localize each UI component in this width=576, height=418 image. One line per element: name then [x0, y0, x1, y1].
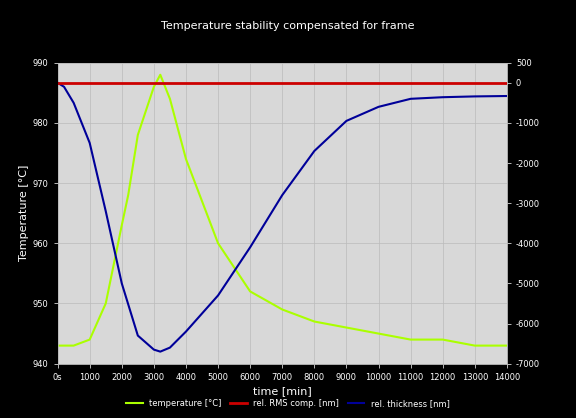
temperature [°C] — [439, 337, 446, 342]
rel. thickness [nm] — [103, 209, 109, 214]
rel. thickness [nm] — [247, 245, 253, 250]
temperature [°C] — [125, 193, 132, 198]
rel. thickness [nm] — [70, 100, 77, 105]
temperature [°C] — [407, 337, 414, 342]
temperature [°C] — [279, 307, 286, 312]
temperature [°C] — [157, 72, 164, 77]
rel. thickness [nm] — [183, 329, 190, 334]
rel. thickness [nm] — [215, 293, 222, 298]
temperature [°C] — [375, 331, 382, 336]
Text: Temperature stability compensated for frame: Temperature stability compensated for fr… — [161, 21, 415, 31]
temperature [°C] — [343, 325, 350, 330]
X-axis label: time [min]: time [min] — [253, 386, 312, 396]
temperature [°C] — [166, 96, 173, 101]
temperature [°C] — [54, 343, 61, 348]
rel. thickness [nm] — [279, 193, 286, 198]
temperature [°C] — [70, 343, 77, 348]
rel. thickness [nm] — [60, 84, 67, 89]
rel. thickness [nm] — [311, 148, 318, 153]
rel. thickness [nm] — [166, 345, 173, 350]
rel. thickness [nm] — [343, 118, 350, 123]
temperature [°C] — [215, 241, 222, 246]
rel. thickness [nm] — [86, 140, 93, 145]
temperature [°C] — [471, 343, 478, 348]
rel. thickness [nm] — [54, 80, 61, 85]
temperature [°C] — [134, 133, 141, 138]
temperature [°C] — [503, 343, 510, 348]
rel. thickness [nm] — [157, 349, 164, 354]
temperature [°C] — [247, 289, 253, 294]
rel. thickness [nm] — [375, 104, 382, 110]
temperature [°C] — [183, 156, 190, 161]
rel. thickness [nm] — [503, 94, 510, 99]
Line: rel. thickness [nm]: rel. thickness [nm] — [58, 83, 507, 352]
rel. thickness [nm] — [118, 281, 125, 286]
temperature [°C] — [150, 84, 157, 89]
rel. thickness [nm] — [134, 333, 141, 338]
rel. thickness [nm] — [407, 96, 414, 101]
temperature [°C] — [103, 301, 109, 306]
temperature [°C] — [118, 223, 125, 228]
temperature [°C] — [60, 343, 67, 348]
temperature [°C] — [86, 337, 93, 342]
rel. thickness [nm] — [439, 95, 446, 100]
temperature [°C] — [311, 319, 318, 324]
rel. thickness [nm] — [471, 94, 478, 99]
rel. thickness [nm] — [150, 347, 157, 352]
Legend: temperature [°C], rel. RMS comp. [nm], rel. thickness [nm]: temperature [°C], rel. RMS comp. [nm], r… — [123, 396, 453, 412]
Line: temperature [°C]: temperature [°C] — [58, 75, 507, 346]
Y-axis label: Temperature [°C]: Temperature [°C] — [18, 165, 29, 261]
